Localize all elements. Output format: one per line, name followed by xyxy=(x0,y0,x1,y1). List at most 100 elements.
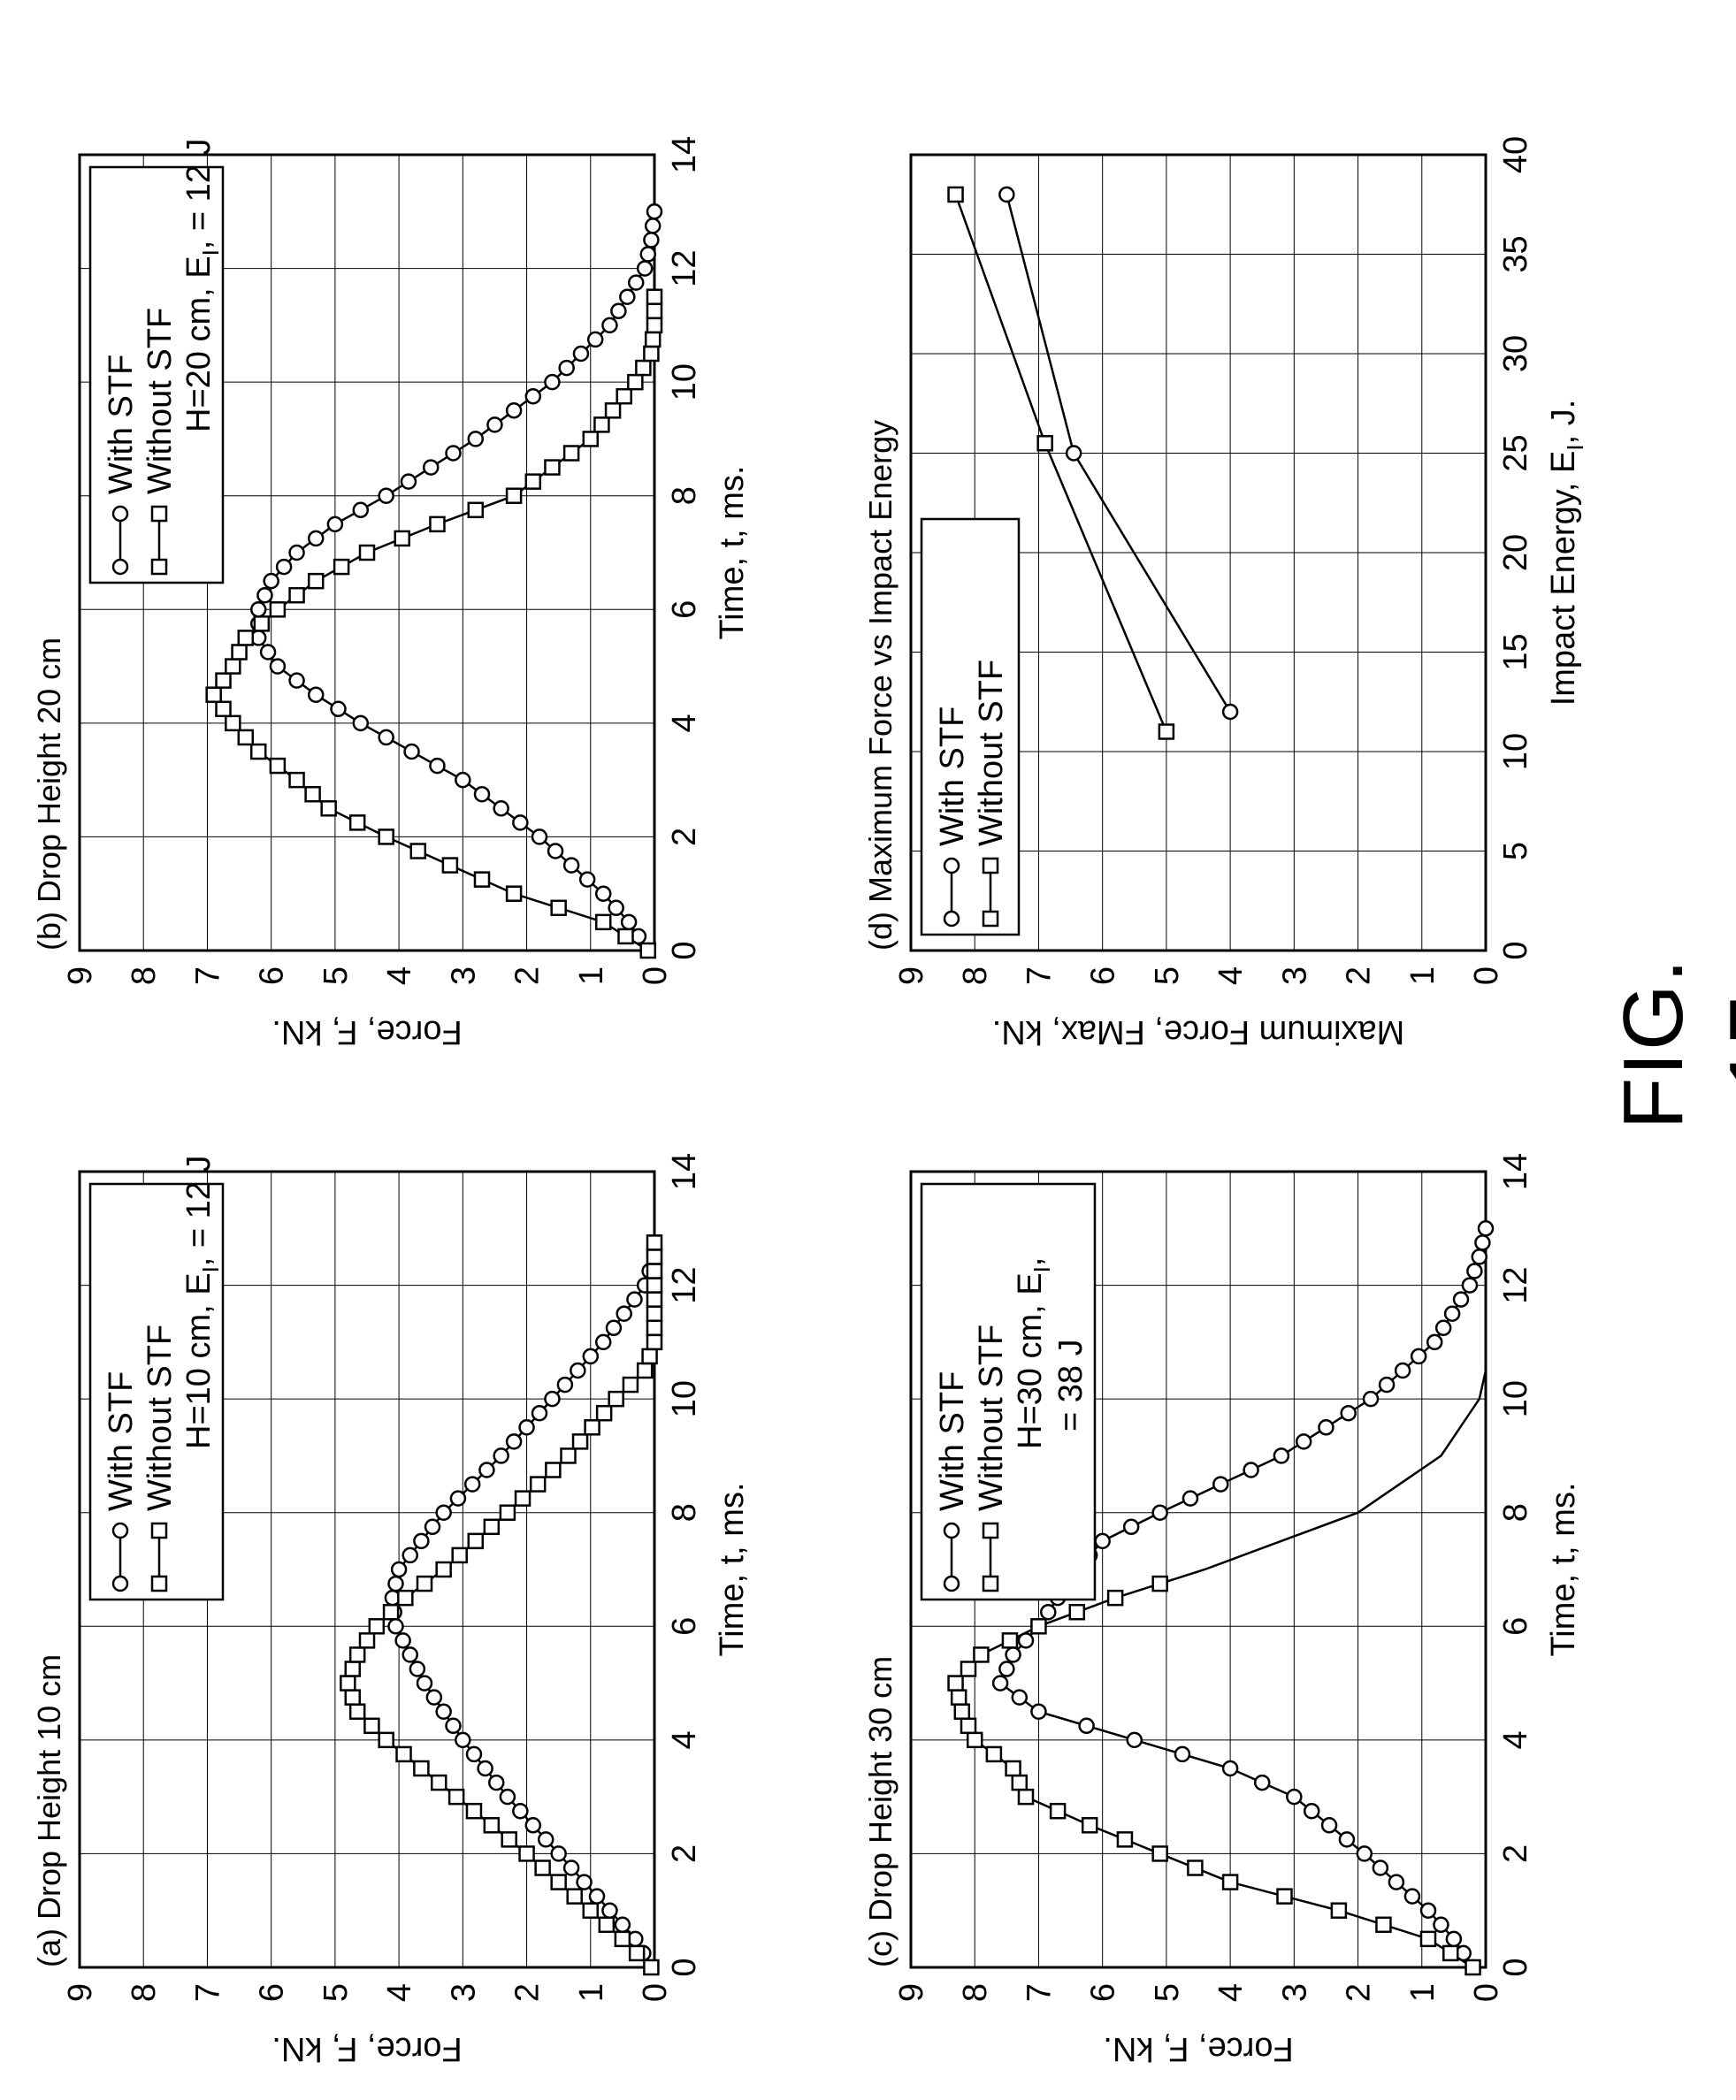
y-tick-label: 9 xyxy=(62,1983,99,2002)
x-tick-label: 14 xyxy=(666,1153,703,1190)
data-point-circle xyxy=(1126,1731,1143,1749)
data-point-square xyxy=(1330,1902,1348,1919)
y-tick-label: 1 xyxy=(1404,966,1442,985)
data-point-square xyxy=(960,1661,977,1677)
y-axis-label: Force, F, kN. xyxy=(1103,2030,1293,2067)
data-point-circle xyxy=(1040,1603,1057,1621)
series-circle xyxy=(249,203,663,959)
x-tick-label: 10 xyxy=(1497,733,1534,770)
data-point-circle xyxy=(413,1532,430,1550)
x-tick-label: 14 xyxy=(666,136,703,173)
data-point-circle xyxy=(256,586,273,604)
x-tick-label: 12 xyxy=(666,249,703,286)
data-point-square xyxy=(646,1249,663,1265)
data-point-circle xyxy=(387,1575,404,1592)
data-point-circle xyxy=(512,1802,529,1820)
data-point-square xyxy=(1017,1788,1035,1806)
x-tick-label: 0 xyxy=(666,941,703,959)
data-point-circle xyxy=(626,1291,643,1308)
chart-panel-a: (a) Drop Height 10 cm 0 2 4 6 8 10 12 14 0 1 2 3 4 5 6 7… xyxy=(18,1145,769,2073)
data-point-square xyxy=(966,1731,983,1749)
data-point-square xyxy=(409,843,427,859)
legend-label: With STF xyxy=(934,1371,971,1511)
data-point-square xyxy=(947,1675,964,1691)
data-point-circle xyxy=(1445,1930,1463,1948)
data-point-square xyxy=(225,658,241,675)
data-point-square xyxy=(397,1589,414,1607)
data-point-square xyxy=(288,586,305,604)
data-point-square xyxy=(1465,1959,1481,1976)
data-point-square xyxy=(635,359,652,377)
data-point-circle xyxy=(643,232,660,248)
data-point-circle xyxy=(307,686,325,703)
data-point-square xyxy=(1221,1874,1239,1890)
data-point-square xyxy=(646,1319,663,1337)
y-tick-label: 1 xyxy=(573,1983,610,2002)
data-point-square xyxy=(646,1333,663,1351)
data-point-square xyxy=(646,317,663,334)
data-point-square xyxy=(473,871,491,888)
data-point-circle xyxy=(409,1661,426,1677)
data-point-circle xyxy=(646,203,663,220)
plot-frame xyxy=(909,153,1487,952)
data-point-circle xyxy=(326,515,344,533)
x-tick-label: 0 xyxy=(1497,1958,1534,1976)
data-point-circle xyxy=(445,445,462,462)
data-point-square xyxy=(269,601,287,618)
data-point-circle xyxy=(275,558,293,576)
data-point-circle xyxy=(1443,1305,1461,1322)
data-point-square xyxy=(646,302,663,320)
data-point-circle xyxy=(531,829,548,845)
data-point-circle xyxy=(616,1305,632,1322)
data-point-circle xyxy=(524,1817,542,1834)
data-point-circle xyxy=(465,1745,483,1763)
data-point-circle xyxy=(1372,1859,1389,1876)
data-point-square xyxy=(429,515,446,533)
data-point-circle xyxy=(610,302,627,320)
data-point-square xyxy=(441,857,459,874)
data-point-circle xyxy=(620,913,638,931)
data-point-circle xyxy=(1466,1263,1483,1279)
data-point-circle xyxy=(378,729,394,746)
data-point-circle xyxy=(1122,1518,1140,1536)
data-point-square xyxy=(447,1788,465,1806)
data-point-square xyxy=(344,1661,361,1677)
x-axis-label: Time, t, ms. xyxy=(714,1482,751,1656)
data-point-square xyxy=(985,1745,1003,1763)
legend-note: H=20 cm, EI, = 12 J xyxy=(180,138,224,432)
data-point-square xyxy=(1081,1817,1098,1834)
data-point-circle xyxy=(1338,1831,1356,1848)
data-point-circle xyxy=(394,1632,411,1649)
data-point-square xyxy=(451,1546,468,1564)
data-point-square xyxy=(1158,723,1175,740)
data-point-circle xyxy=(403,743,420,760)
data-point-circle xyxy=(1174,1745,1191,1763)
y-tick-label: 3 xyxy=(1276,966,1313,985)
legend-marker-square xyxy=(982,1575,999,1592)
data-point-square xyxy=(237,630,255,646)
legend-marker-square xyxy=(982,1522,999,1539)
y-tick-label: 1 xyxy=(573,966,610,985)
chart-title: (d) Maximum Force vs Impact Energy xyxy=(862,420,899,951)
x-tick-label: 5 xyxy=(1497,842,1534,860)
data-point-circle xyxy=(477,1760,493,1777)
data-point-square xyxy=(416,1575,433,1592)
y-tick-label: 9 xyxy=(62,966,99,985)
data-point-circle xyxy=(544,1390,561,1408)
data-point-square xyxy=(534,1859,551,1876)
legend-note-text: H=10 cm, E xyxy=(180,1272,218,1449)
y-tick-label: 3 xyxy=(445,966,482,985)
data-point-circle xyxy=(1477,1220,1495,1237)
data-point-square xyxy=(467,501,485,519)
data-point-circle xyxy=(524,387,542,405)
data-point-square xyxy=(608,1390,624,1408)
data-point-circle xyxy=(1340,1404,1357,1422)
data-point-circle xyxy=(998,186,1015,203)
data-point-square xyxy=(598,1916,616,1934)
data-point-square xyxy=(413,1760,430,1777)
data-point-square xyxy=(378,1731,394,1749)
data-point-square xyxy=(518,1845,535,1862)
data-point-square xyxy=(231,644,248,661)
data-point-circle xyxy=(1320,1817,1338,1834)
